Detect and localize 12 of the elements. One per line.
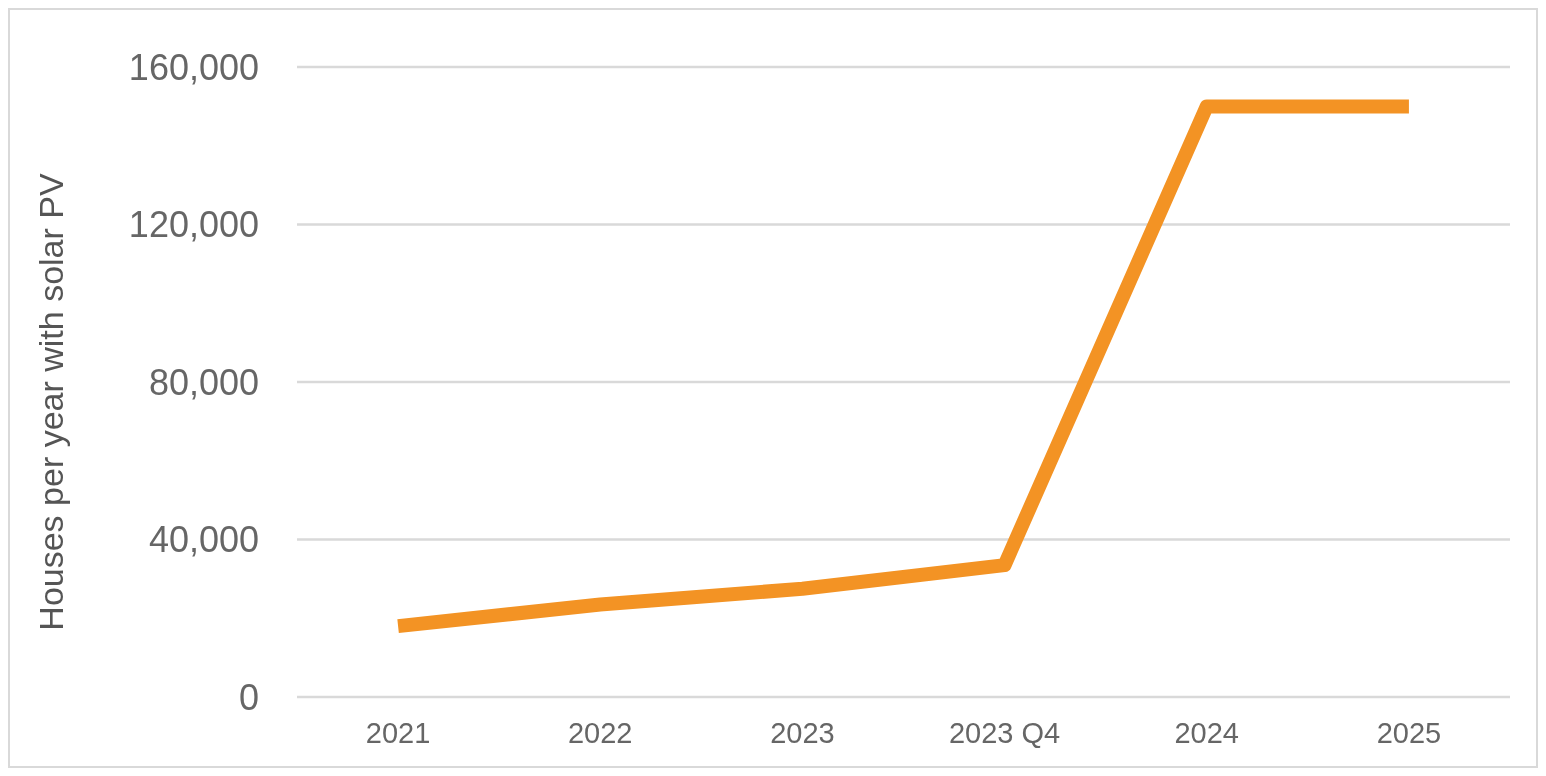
- x-tick-label: 2024: [1174, 717, 1240, 749]
- x-tick-label: 2021: [365, 717, 431, 749]
- y-tick-label: 0: [238, 676, 259, 718]
- y-tick-label: 80,000: [148, 361, 259, 403]
- x-tick-label: 2025: [1376, 717, 1442, 749]
- y-axis-title: Houses per year with solar PV: [32, 173, 70, 631]
- y-tick-label: 120,000: [128, 204, 259, 246]
- y-tick-label: 160,000: [128, 46, 259, 88]
- x-tick-label: 2022: [567, 717, 633, 749]
- y-tick-label: 40,000: [148, 519, 259, 561]
- x-tick-label: 2023 Q4: [948, 717, 1061, 749]
- x-tick-label: 2023: [770, 717, 835, 749]
